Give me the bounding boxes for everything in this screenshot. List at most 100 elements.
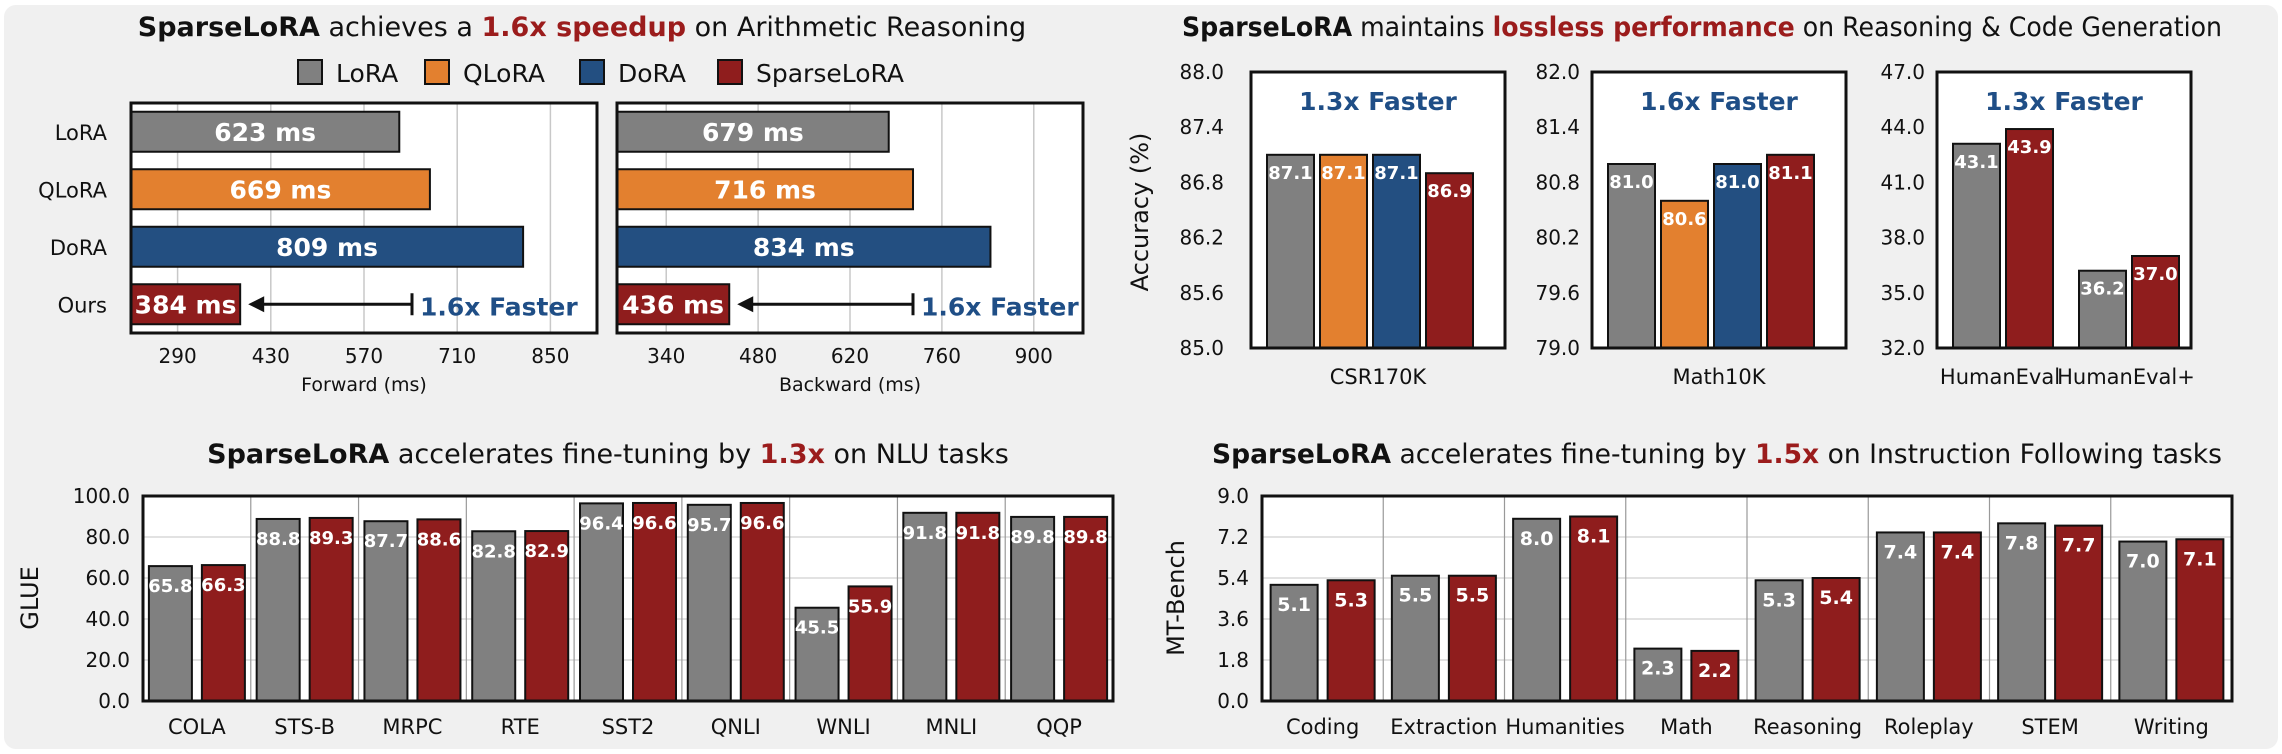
bar [471,530,517,703]
speedup-annotation: 1.3x Faster [1985,87,2143,116]
bar-value-label: 5.4 [1819,587,1853,609]
y-tick-label: 32.0 [1880,336,1925,360]
legend: LoRA QLoRA DoRA SparseLoRA [297,59,904,88]
bar [2118,540,2168,702]
category-label: HumanEval+ [2057,365,2195,389]
panel4-ylabel: MT-Bench [1162,540,1190,656]
bar-value-label: 5.1 [1277,594,1311,616]
legend-label-lora: LoRA [336,59,398,88]
bar [1372,153,1421,349]
y-tick-label: 87.4 [1179,115,1224,139]
panel3-title-brand: SparseLoRA [207,439,389,470]
bar [632,501,677,702]
category-label: WNLI [816,715,870,739]
panel3-title-highlight: 1.3x [760,439,825,470]
bar-value-label: 45.5 [795,618,839,639]
bar-value-label: 8.1 [1577,526,1611,548]
category-label: STEM [2021,715,2079,739]
bar [794,606,840,702]
y-tick-label: 5.4 [1217,566,1249,590]
bar-value-label: 8.0 [1520,528,1554,550]
x-axis-label: Forward (ms) [301,374,427,396]
category-label: Extraction [1390,715,1497,739]
category-label: Writing [2134,715,2209,739]
category-label: Ours [58,293,107,317]
speedup-annotation: 1.6x Faster [921,292,1079,321]
panel4-title: SparseLoRA accelerates fine-tuning by 1.… [1212,439,2222,470]
y-tick-label: 44.0 [1880,115,1925,139]
category-label: Math [1660,715,1713,739]
legend-label-dora: DoRA [618,59,686,88]
y-tick-label: 0.0 [98,689,130,713]
bar-value-label: 96.6 [740,513,784,534]
bar-value-label: 87.1 [1374,163,1418,184]
forward-chart: 290 430 570 710 850 623 ms LoRA 669 ms QLoRA 809 … [38,101,599,396]
bar [416,518,462,702]
category-label: RTE [501,715,540,739]
bar [2131,255,2180,349]
category-label: HumanEval [1940,365,2060,389]
legend-swatch-sparselora [717,59,743,85]
panel4-title-highlight: 1.5x [1755,439,1819,470]
panel3-title: SparseLoRA accelerates fine-tuning by 1.… [207,439,1009,470]
bar [579,502,624,702]
plot-frame [129,101,599,335]
panel2-title-part: maintains [1352,12,1493,43]
bar-value-label: 66.3 [201,575,245,596]
bar [1512,517,1562,702]
y-tick-label: 41.0 [1880,170,1925,194]
bar [847,585,893,703]
csr170k-chart: 85.0 85.6 86.2 86.8 87.4 88.0 87.1 87.1 87.1 86.9… [1179,60,1507,389]
plot-frame [1260,494,2234,703]
bar-value-label: 669 ms [230,175,332,204]
bar [1326,579,1376,702]
bar-value-label: 89.8 [1063,527,1107,548]
legend-label-sparselora: SparseLoRA [756,59,904,88]
bar-value-label: 81.0 [1715,172,1759,193]
bar-value-label: 88.8 [256,529,300,550]
plot-area [143,496,1113,701]
bar-value-label: 43.1 [1954,152,1998,173]
panel2-ylabel: Accuracy (%) [1126,133,1154,292]
panel2-title-brand: SparseLoRA [1182,12,1352,43]
bar-value-label: 87.1 [1268,163,1312,184]
speedup-annotation: 1.6x Faster [420,292,578,321]
bar-value-label: 91.8 [903,523,947,544]
bar [1569,515,1619,702]
bar [616,110,890,153]
bar [1633,647,1683,702]
x-tick-label: 620 [831,344,869,368]
speedup-annotation: 1.6x Faster [1640,87,1798,116]
y-tick-label: 0.0 [1217,689,1249,713]
speedup-annotation: 1.3x Faster [1299,87,1457,116]
bar-value-label: 81.1 [1768,163,1812,184]
glue-chart: 0.0 20.0 40.0 60.0 80.0 100.0 65.8 66.3 COLA 88.8… [73,484,1115,739]
bar [1754,579,1804,702]
category-label: Coding [1286,715,1359,739]
bar-value-label: 87.1 [1321,163,1365,184]
bar [2005,128,2054,349]
x-tick-label: 340 [647,344,685,368]
bar [1660,199,1709,349]
x-tick-label: 760 [923,344,961,368]
bar-value-label: 80.6 [1662,209,1706,230]
panel1-title-part: achieves a [320,12,482,43]
bar-value-label: 87.7 [364,531,408,552]
panel3-title-part: on NLU tasks [825,439,1009,470]
category-label: Roleplay [1884,715,1974,739]
bar [1952,142,2001,349]
bar [1766,153,1815,349]
plot-frame [615,101,1085,335]
plot-frame [1935,70,2193,350]
x-tick-label: 430 [252,344,290,368]
humaneval-chart: 32.0 35.0 38.0 41.0 44.0 47.0 43.1 36.2 43.9 37.0… [1880,60,2194,389]
y-tick-label: 80.0 [85,525,130,549]
math10k-chart: 79.0 79.6 80.2 80.8 81.4 82.0 81.0 80.6 81.0 81.1… [1535,60,1848,389]
bar-value-label: 96.6 [632,513,676,534]
bar [1932,531,1982,703]
plot-frame [141,494,1115,703]
panel4-title-part: accelerates fine-tuning by [1391,439,1755,470]
bar-value-label: 82.8 [472,541,516,562]
x-tick-label: 290 [159,344,197,368]
